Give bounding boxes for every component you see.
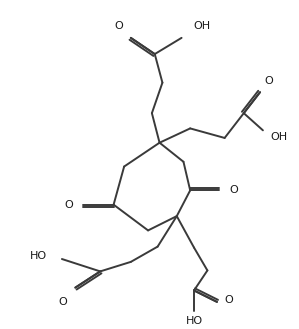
Text: O: O [225,295,234,305]
Text: O: O [65,200,74,210]
Text: O: O [115,21,123,31]
Text: OH: OH [271,132,288,142]
Text: O: O [58,297,67,307]
Text: HO: HO [30,251,47,261]
Text: OH: OH [193,21,210,31]
Text: HO: HO [185,316,202,326]
Text: O: O [229,185,238,195]
Text: O: O [265,76,274,87]
